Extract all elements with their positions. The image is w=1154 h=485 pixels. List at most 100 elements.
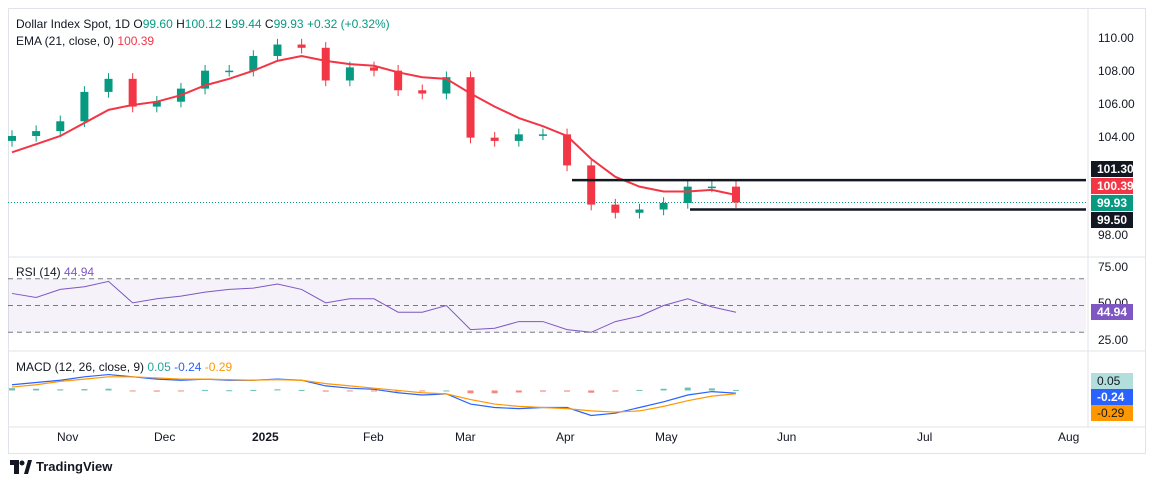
- month-aug: Aug: [1058, 430, 1080, 444]
- month-apr: Apr: [556, 430, 575, 444]
- macd-hist-bar: [636, 389, 643, 391]
- macd-hist-bar: [81, 389, 88, 391]
- candle-body: [394, 70, 403, 91]
- macd-hist-bar: [226, 390, 233, 392]
- year-2025: 2025: [252, 430, 279, 444]
- change-value: +0.32 (+0.32%): [306, 17, 390, 31]
- macd-hist-bar: [177, 390, 184, 392]
- month-dec: Dec: [154, 430, 176, 444]
- macd-hist-bar: [612, 390, 619, 392]
- tradingview-logo[interactable]: TradingView: [10, 459, 112, 474]
- rsi-band: [8, 278, 1086, 333]
- candle-body: [538, 134, 547, 136]
- candle-body: [707, 186, 716, 189]
- month-nov: Nov: [57, 430, 79, 444]
- candle-body: [201, 70, 210, 89]
- candle-body: [128, 78, 137, 107]
- macd-hist-bar: [467, 390, 474, 394]
- candle-body: [8, 136, 16, 141]
- month-jun: Jun: [777, 430, 797, 444]
- macd-hist-bar: [419, 390, 426, 392]
- candle-body: [273, 44, 282, 56]
- macd-hist-bar: [371, 390, 377, 392]
- macd-hist-bar: [564, 390, 571, 392]
- macd-hist-bar: [660, 388, 667, 391]
- macd-hist-bar: [539, 390, 546, 392]
- signal-badge: -0.29: [1091, 405, 1133, 421]
- macd-hist-bar: [274, 389, 281, 391]
- month-jul: Jul: [917, 430, 933, 444]
- high-value: 100.12: [184, 17, 222, 31]
- price-tick-104: 104.00: [1098, 130, 1135, 144]
- candle-body: [514, 134, 523, 141]
- macd-hist-bar: [515, 390, 522, 393]
- macd-hist-bar: [684, 387, 691, 391]
- ema-value: 100.39: [117, 34, 155, 48]
- candle-body: [345, 67, 354, 81]
- macd-signal-value: -0.29: [204, 360, 233, 374]
- rsi-value: 44.94: [64, 265, 95, 279]
- low-label: L: [224, 17, 232, 31]
- rsi-tick-25: 25.00: [1098, 333, 1129, 347]
- candle-body: [225, 70, 234, 73]
- macd-hist-bar: [250, 389, 257, 391]
- macd-badge: -0.24: [1091, 389, 1133, 405]
- resistance-badge: 101.30: [1091, 161, 1134, 177]
- candle-body: [466, 77, 475, 138]
- candle-body: [683, 186, 692, 203]
- footer-brand: TradingView: [36, 459, 113, 474]
- macd-hist-bar: [33, 388, 40, 391]
- hist-badge: 0.05: [1091, 373, 1133, 389]
- macd-line: [11, 373, 737, 417]
- macd-hist-bar: [443, 390, 450, 392]
- candle-body: [442, 77, 451, 94]
- ema-line: [11, 54, 737, 196]
- ema-legend: EMA (21, close, 0) 100.39: [16, 33, 154, 49]
- macd-hist-bar: [708, 388, 715, 391]
- month-feb: Feb: [363, 430, 384, 444]
- macd-hist-bar: [346, 390, 353, 392]
- tradingview-icon: [10, 459, 32, 474]
- rsi-label[interactable]: RSI (14): [16, 265, 61, 279]
- macd-hist-bar: [588, 390, 595, 393]
- candle-body: [563, 134, 572, 166]
- month-mar: Mar: [455, 430, 476, 444]
- open-value: 99.60: [142, 17, 173, 31]
- price-tick-106: 106.00: [1098, 97, 1135, 111]
- ema-badge: 100.39: [1091, 178, 1134, 194]
- support-badge: 99.50: [1091, 212, 1133, 228]
- macd-hist-bar: [105, 388, 112, 391]
- macd-hist-bar: [298, 389, 305, 391]
- candle-body: [80, 91, 89, 122]
- macd-hist-value: 0.05: [147, 360, 171, 374]
- macd-hist-bar: [57, 389, 64, 391]
- rsi-tick-75: 75.00: [1098, 260, 1129, 274]
- rsi-legend: RSI (14) 44.94: [16, 264, 94, 280]
- month-may: May: [655, 430, 678, 444]
- macd-hist-bar: [733, 389, 739, 391]
- macd-line-value: -0.24: [174, 360, 202, 374]
- candle-body: [321, 47, 330, 81]
- macd-signal-line: [11, 376, 737, 413]
- macd-hist-bar: [9, 388, 15, 391]
- candle-body: [587, 165, 596, 205]
- macd-label[interactable]: MACD (12, 26, close, 9): [16, 360, 145, 374]
- symbol-title[interactable]: Dollar Index Spot, 1D: [16, 17, 131, 31]
- candle-body: [490, 137, 499, 141]
- candle-body: [611, 204, 620, 213]
- price-tick-110: 110.00: [1098, 31, 1134, 45]
- candle-body: [249, 55, 258, 71]
- candle-body: [418, 90, 427, 94]
- ema-label[interactable]: EMA (21, close, 0): [16, 34, 115, 48]
- rsi-line: [11, 280, 737, 333]
- macd-hist-bar: [322, 390, 329, 392]
- macd-hist-bar: [153, 390, 160, 392]
- close-label: C: [264, 17, 274, 31]
- candle-body: [370, 67, 378, 71]
- close-value: 99.93: [273, 17, 304, 31]
- candle-body: [297, 44, 306, 48]
- candle-body: [32, 131, 41, 136]
- macd-legend: MACD (12, 26, close, 9) 0.05 -0.24 -0.29: [16, 359, 232, 375]
- macd-hist-bar: [202, 389, 209, 391]
